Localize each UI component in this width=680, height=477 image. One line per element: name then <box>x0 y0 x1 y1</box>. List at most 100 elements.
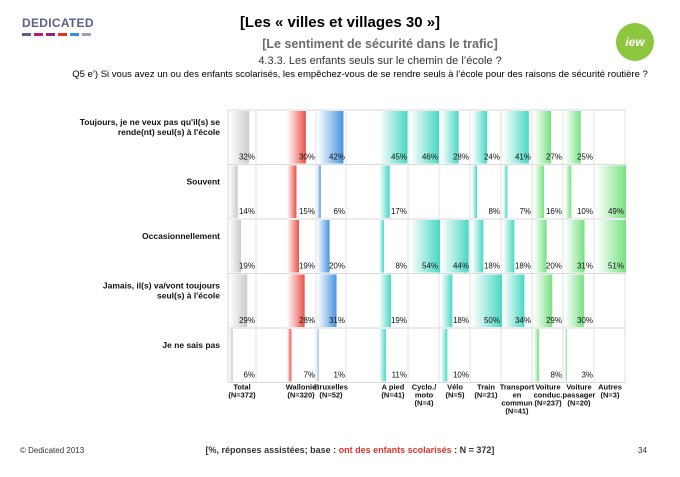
data-label: 17% <box>391 207 407 216</box>
bar <box>229 165 238 218</box>
data-label: 28% <box>453 153 469 162</box>
iew-badge: iew <box>616 23 654 61</box>
copyright: © Dedicated 2013 <box>20 446 85 455</box>
brand-color-bars <box>22 33 91 36</box>
brand-bar <box>34 33 43 36</box>
data-label: 10% <box>453 371 469 380</box>
data-label: 8% <box>488 207 500 216</box>
brand-logo: DEDICATED <box>22 16 94 30</box>
bar <box>287 274 305 327</box>
brand-bar <box>46 33 55 36</box>
base-note-suffix: : N = 372] <box>451 445 495 455</box>
data-label: 19% <box>299 262 315 271</box>
bar <box>534 220 547 273</box>
data-label: 42% <box>329 153 345 162</box>
bar <box>410 111 439 164</box>
data-label: 31% <box>577 262 593 271</box>
data-label: 10% <box>577 207 593 216</box>
bar <box>287 111 306 164</box>
bar <box>565 329 567 382</box>
data-label: 51% <box>608 262 624 271</box>
column-label: Total (N=372) <box>228 383 256 400</box>
data-label: 45% <box>391 153 407 162</box>
bar <box>472 274 502 327</box>
bar <box>565 111 581 164</box>
data-label: 29% <box>239 316 255 325</box>
bar <box>534 329 540 382</box>
data-label: 28% <box>299 316 315 325</box>
bar <box>596 165 626 218</box>
data-label: 18% <box>515 262 531 271</box>
bar <box>379 329 386 382</box>
bar <box>287 220 299 273</box>
data-label: 32% <box>239 153 255 162</box>
bar <box>379 111 408 164</box>
data-label: 19% <box>391 316 407 325</box>
data-label: 6% <box>333 207 345 216</box>
data-label: 24% <box>484 153 500 162</box>
data-label: 6% <box>243 371 255 380</box>
bar <box>441 274 453 327</box>
data-label: 31% <box>329 316 345 325</box>
bar <box>472 165 478 218</box>
column-label: Bruxelles (N=52) <box>314 383 348 400</box>
data-label: 49% <box>608 207 624 216</box>
data-label: 16% <box>546 207 562 216</box>
data-label: 11% <box>392 371 407 380</box>
bar <box>229 111 250 164</box>
row-label: Occasionnellement <box>142 231 220 241</box>
data-label: 30% <box>299 153 315 162</box>
bar <box>317 220 330 273</box>
brand-bar <box>82 33 91 36</box>
bar <box>379 220 385 273</box>
column-label: Train (N=21) <box>474 383 498 400</box>
data-label: 7% <box>303 371 315 380</box>
data-label: 7% <box>519 207 531 216</box>
base-note: [%, réponses assistées; base : ont des e… <box>180 445 520 455</box>
bar <box>441 220 469 273</box>
data-label: 54% <box>422 262 438 271</box>
page-title: [Les « villes et villages 30 »] <box>239 14 441 31</box>
data-label: 1% <box>333 371 345 380</box>
bar <box>503 165 508 218</box>
column-label: Voiture passager (N=20) <box>563 383 596 408</box>
data-label: 50% <box>484 316 500 325</box>
bar <box>229 329 233 382</box>
data-label: 25% <box>577 153 593 162</box>
row-label: Souvent <box>186 177 220 187</box>
bar <box>317 329 319 382</box>
brand-bar <box>22 33 31 36</box>
row-label: Jamais, il(s) va/vont toujours seul(s) à … <box>103 281 220 301</box>
bar <box>503 111 529 164</box>
bar <box>565 274 584 327</box>
data-label: 41% <box>515 153 531 162</box>
bar <box>503 220 515 273</box>
bar <box>596 220 626 273</box>
data-label: 46% <box>422 153 438 162</box>
data-label: 3% <box>581 371 593 380</box>
bar <box>441 111 459 164</box>
data-label: 18% <box>484 262 500 271</box>
page-subtitle: [Le sentiment de sécurité dans le trafic… <box>262 37 498 51</box>
data-label: 19% <box>239 262 255 271</box>
bar <box>534 111 552 164</box>
bar <box>317 111 344 164</box>
bar <box>503 274 525 327</box>
data-label: 27% <box>546 153 562 162</box>
bar <box>534 165 545 218</box>
bar <box>534 274 553 327</box>
data-label: 20% <box>329 262 345 271</box>
data-label: 20% <box>546 262 562 271</box>
column-label: Autres (N=3) <box>598 383 622 400</box>
bar <box>565 220 585 273</box>
column-label: Transport en commun (N=41) <box>500 383 535 416</box>
bar <box>441 329 448 382</box>
data-label: 18% <box>453 316 469 325</box>
bar <box>472 111 488 164</box>
bar <box>379 165 390 218</box>
section-heading: 4.3.3. Les enfants seuls sur le chemin d… <box>258 55 502 67</box>
page-number: 34 <box>638 446 647 455</box>
data-label: 30% <box>577 316 593 325</box>
question-text: Q5 e’) Si vous avez un ou des enfants sc… <box>72 69 648 80</box>
bar <box>317 165 321 218</box>
